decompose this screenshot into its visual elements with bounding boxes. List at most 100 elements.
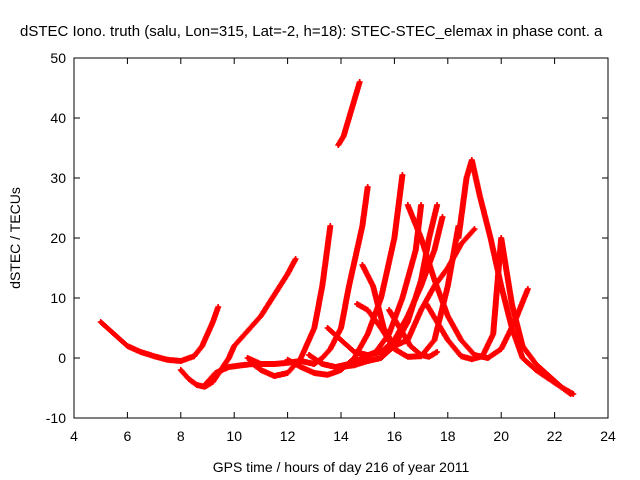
- data-point: [456, 236, 461, 240]
- series-4: [244, 184, 371, 367]
- data-point: [398, 326, 402, 330]
- data-point: [334, 365, 338, 369]
- data-point: [320, 356, 324, 360]
- data-point: [366, 185, 370, 189]
- data-point: [419, 236, 423, 240]
- data-point: [427, 236, 431, 240]
- data-point: [491, 332, 495, 336]
- data-point: [179, 359, 183, 363]
- data-point: [446, 314, 450, 318]
- data-point: [392, 344, 396, 348]
- data-point: [571, 392, 575, 396]
- data-point: [211, 380, 215, 384]
- data-point: [259, 362, 263, 366]
- y-tick-label: 30: [50, 170, 66, 186]
- data-point: [339, 326, 343, 330]
- data-point: [387, 308, 391, 312]
- data-point: [366, 308, 370, 312]
- data-point: [192, 354, 196, 358]
- data-point: [328, 224, 332, 228]
- data-point: [216, 305, 220, 309]
- data-point: [459, 338, 463, 342]
- data-point: [459, 354, 463, 358]
- data-point: [312, 326, 316, 330]
- x-tick-label: 4: [70, 428, 78, 444]
- data-point: [419, 203, 423, 207]
- data-point: [245, 356, 250, 360]
- data-point: [320, 284, 324, 288]
- data-point: [406, 314, 410, 318]
- data-point: [360, 263, 364, 267]
- data-point: [139, 350, 143, 354]
- data-point: [379, 350, 383, 354]
- data-point: [408, 344, 413, 348]
- data-point: [232, 344, 236, 348]
- data-point: [240, 363, 244, 367]
- data-point: [352, 363, 356, 367]
- x-tick-label: 18: [440, 428, 456, 444]
- data-point: [488, 236, 493, 240]
- data-point: [326, 326, 330, 330]
- data-point: [435, 320, 439, 324]
- data-point: [227, 356, 231, 360]
- x-tick-label: 22: [547, 428, 563, 444]
- data-point: [360, 356, 364, 360]
- y-tick-label: 20: [50, 230, 66, 246]
- data-point: [534, 362, 538, 366]
- data-point: [379, 356, 383, 360]
- data-point: [547, 377, 551, 381]
- data-point: [382, 326, 386, 330]
- data-point: [339, 338, 343, 342]
- data-point: [245, 329, 250, 333]
- data-point: [526, 287, 530, 291]
- data-point: [499, 284, 503, 288]
- data-point: [400, 173, 405, 177]
- data-point: [320, 362, 324, 366]
- x-tick-label: 24: [600, 428, 616, 444]
- data-point: [312, 371, 316, 375]
- data-point: [286, 358, 290, 362]
- x-tick-label: 6: [124, 428, 132, 444]
- data-point: [179, 368, 183, 372]
- data-point: [259, 368, 263, 372]
- data-point: [392, 236, 396, 240]
- axis-ticks: 4 6 8 10 12 14 16 18 20 22 24 -10 0 10 20 30 40 50: [46, 50, 616, 444]
- chart-title: dSTEC Iono. truth (salu, Lon=315, Lat=-2…: [20, 23, 603, 40]
- data-point: [472, 227, 477, 231]
- series-markers: [177, 256, 299, 390]
- data-point: [352, 350, 356, 354]
- data-point: [294, 257, 298, 261]
- data-point: [355, 302, 359, 306]
- data-point: [342, 134, 346, 138]
- data-point: [339, 365, 343, 369]
- data-point: [366, 332, 370, 336]
- data-point: [200, 344, 204, 348]
- x-tick-label: 14: [333, 428, 349, 444]
- data-point: [435, 350, 439, 354]
- data-point: [360, 224, 364, 228]
- data-point: [366, 353, 370, 357]
- data-point: [347, 284, 351, 288]
- data-point: [486, 356, 490, 360]
- data-point: [499, 236, 503, 240]
- y-tick-label: 10: [50, 290, 66, 306]
- x-tick-label: 16: [387, 428, 403, 444]
- data-point: [427, 355, 431, 359]
- data-point: [259, 314, 263, 318]
- series-markers: [97, 304, 222, 364]
- data-point: [203, 383, 207, 387]
- data-point: [371, 284, 375, 288]
- data-point: [459, 242, 463, 246]
- data-point: [112, 332, 116, 336]
- plot-area: 4 6 8 10 12 14 16 18 20 22 24 -10 0 10 20 30 40 50: [46, 50, 616, 444]
- data-point: [510, 326, 514, 330]
- data-point: [534, 368, 538, 372]
- data-point: [312, 362, 316, 366]
- data-point: [358, 80, 362, 84]
- data-point: [272, 362, 276, 366]
- data-point: [272, 374, 276, 378]
- data-point: [205, 332, 210, 336]
- data-point: [366, 359, 370, 363]
- x-tick-label: 20: [493, 428, 509, 444]
